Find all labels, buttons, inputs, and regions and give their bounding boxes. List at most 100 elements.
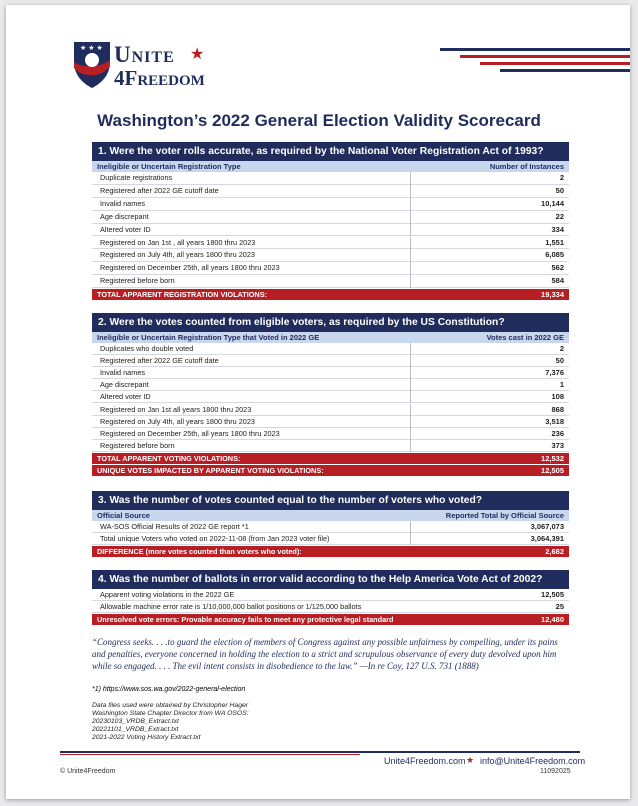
- footnote: *1) https://www.sos.wa.gov/2022-general-…: [92, 686, 246, 693]
- total-label: Unresolved vote errors: Provable accurac…: [97, 615, 394, 625]
- column-divider: [410, 427, 411, 440]
- table-row: [92, 343, 569, 356]
- row-label: Registered on Jan 1st all years 1800 thr…: [100, 404, 252, 414]
- column-divider: [410, 236, 411, 250]
- row-value: 50: [555, 356, 564, 366]
- row-value: 12,505: [541, 590, 564, 599]
- total-value: 12,505: [541, 465, 564, 475]
- column-divider: [410, 355, 411, 368]
- column-divider: [410, 391, 411, 404]
- row-value: 1: [559, 380, 564, 390]
- row-label: Registered before born: [100, 440, 175, 450]
- total-row: [92, 289, 569, 301]
- row-label: Registered after 2022 GE cutoff date: [100, 185, 219, 195]
- table-row: [92, 355, 569, 368]
- column-header: Official Source: [97, 511, 150, 520]
- footer-website: Unite4Freedom.com: [384, 756, 466, 766]
- data-note: 20230103_VRDB_Extract.txt: [92, 718, 179, 725]
- total-label: DIFFERENCE (more votes counted than vote…: [97, 547, 302, 557]
- doc-code: 11092025: [540, 768, 571, 775]
- row-value: 3,064,391: [530, 534, 564, 544]
- row-value: 50: [555, 185, 564, 195]
- total-value: 19,334: [541, 290, 564, 300]
- table-row: [92, 416, 569, 428]
- row-value: 584: [551, 276, 564, 286]
- quote: “Congress seeks. . . .to guard the elect…: [92, 637, 558, 671]
- section-question: 4. Was the number of ballots in error va…: [92, 570, 569, 589]
- column-divider: [410, 275, 411, 289]
- column-header: Ineligible or Uncertain Registration Typ…: [97, 333, 320, 342]
- column-divider: [410, 415, 411, 428]
- brand-top: Unite: [114, 42, 175, 67]
- row-value: 108: [551, 392, 564, 402]
- table-row: [92, 172, 569, 185]
- table-row: [92, 533, 569, 546]
- table-row: [92, 521, 569, 534]
- table-row: [92, 367, 569, 380]
- row-value: 3,518: [545, 416, 564, 426]
- row-value: 10,144: [541, 198, 564, 208]
- footer-email: info@Unite4Freedom.com: [480, 756, 586, 766]
- column-divider: [410, 379, 411, 392]
- total-row: [92, 614, 569, 626]
- table-row: [92, 198, 569, 211]
- row-label: Registered on December 25th, all years 1…: [100, 263, 280, 273]
- row-label: Registered before born: [100, 276, 175, 286]
- total-row: [92, 546, 569, 558]
- column-divider: [410, 367, 411, 380]
- table-row: [92, 249, 569, 263]
- row-label: WA-SOS Official Results of 2022 GE repor…: [100, 522, 249, 531]
- row-label: Allowable machine error rate is 1/10,000…: [100, 602, 362, 612]
- column-divider: [410, 343, 411, 356]
- total-label: TOTAL APPARENT VOTING VIOLATIONS:: [97, 453, 241, 463]
- row-label: Duplicate registrations: [100, 173, 173, 182]
- svg-text:★ ★ ★: ★ ★ ★: [80, 44, 103, 52]
- row-label: Age discrepant: [100, 380, 149, 390]
- logo-shield: ★ ★ ★: [74, 42, 110, 88]
- brand-star: ★: [190, 46, 205, 63]
- table-row: [92, 237, 569, 250]
- footer-star: ★: [466, 755, 475, 765]
- row-value: 562: [551, 263, 564, 273]
- row-value: 334: [551, 224, 564, 234]
- table-row: [92, 262, 569, 276]
- total-value: 12,480: [541, 615, 564, 625]
- column-header: Number of Instances: [489, 162, 564, 171]
- table-row: [92, 211, 569, 224]
- total-row: [92, 452, 569, 464]
- table-row: [92, 440, 569, 452]
- row-value: 2: [559, 344, 564, 353]
- brand-bottom: 4Freedom: [114, 66, 205, 90]
- column-header-bg: [92, 510, 569, 521]
- table-row: [92, 428, 569, 440]
- column-divider: [410, 184, 411, 198]
- footer-rule: [60, 751, 580, 755]
- column-header: Reported Total by Official Source: [445, 511, 564, 520]
- table-row: [92, 379, 569, 392]
- total-value: 12,532: [541, 453, 564, 463]
- row-label: Registered on July 4th, all years 1800 t…: [100, 250, 255, 260]
- column-divider: [410, 223, 411, 237]
- row-label: Registered on December 25th, all years 1…: [100, 428, 280, 438]
- section-question: 1. Were the voter rolls accurate, as req…: [92, 142, 569, 161]
- table-row: [92, 391, 569, 404]
- column-divider: [410, 439, 411, 452]
- row-label: Duplicates who double voted: [100, 344, 194, 353]
- column-header: Votes cast in 2022 GE: [486, 333, 564, 342]
- total-value: 2,682: [545, 547, 564, 557]
- column-divider: [410, 521, 411, 534]
- row-value: 6,085: [545, 250, 564, 260]
- table-row: [92, 224, 569, 237]
- row-label: Registered on Jan 1st , all years 1800 t…: [100, 237, 256, 247]
- sheet: [6, 5, 630, 799]
- data-note: 2021-2022 Voting History Extract.txt: [92, 734, 201, 741]
- row-label: Apparent voting violations in the 2022 G…: [100, 590, 235, 599]
- column-divider: [410, 533, 411, 546]
- column-header-bg: [92, 332, 569, 343]
- row-value: 3,067,073: [530, 522, 564, 531]
- data-note: Washington State Chapter Director from W…: [92, 710, 249, 717]
- row-label: Registered after 2022 GE cutoff date: [100, 356, 219, 366]
- data-note: Data files used were obtained by Christo…: [92, 702, 249, 709]
- row-label: Invalid names: [100, 198, 146, 208]
